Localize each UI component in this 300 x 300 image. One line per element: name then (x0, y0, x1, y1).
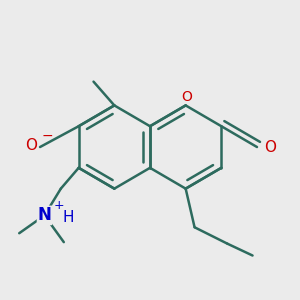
Text: N: N (38, 206, 51, 224)
Text: +: + (53, 200, 64, 212)
Text: −: − (42, 129, 53, 143)
Text: O: O (182, 89, 193, 103)
Text: O: O (25, 138, 37, 153)
Text: H: H (63, 210, 74, 225)
Text: O: O (264, 140, 276, 154)
